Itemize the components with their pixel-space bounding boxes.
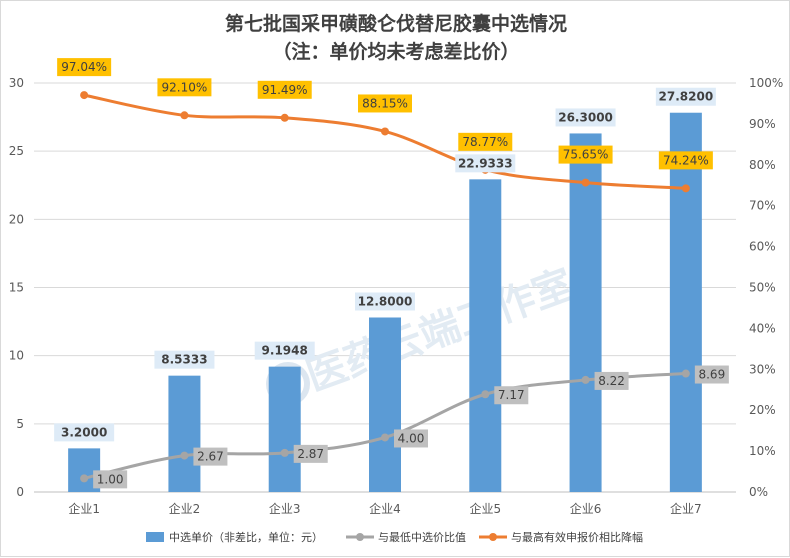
- x-tick-label: 企业6: [570, 501, 602, 516]
- y-right-tick-label: 10%: [749, 444, 776, 458]
- legend-bar-label: 中选单价（非差比，单位：元）: [169, 530, 323, 544]
- reduction-point: [381, 127, 389, 136]
- x-tick-label: 企业7: [670, 501, 702, 516]
- y-left-tick-label: 25: [9, 144, 24, 158]
- y-left-tick-label: 15: [9, 281, 24, 295]
- reduction-point: [681, 184, 690, 193]
- bar: [569, 133, 602, 492]
- bar: [268, 366, 301, 492]
- y-right-tick-label: 70%: [749, 199, 776, 213]
- chart-title: 第七批国采甲磺酸仑伐替尼胶囊中选情况: [224, 13, 567, 35]
- ratio-value-label: 4.00: [398, 431, 425, 445]
- ratio-value-label-box: [394, 429, 428, 448]
- y-right-tick-label: 90%: [749, 117, 776, 131]
- bar: [168, 375, 201, 492]
- bar-value-label: 12.8000: [358, 294, 413, 308]
- reduction-value-label-box: [358, 94, 412, 113]
- bar: [669, 112, 702, 492]
- watermark-text: 医药云端工作室: [301, 261, 580, 400]
- x-tick-label: 企业3: [269, 501, 301, 516]
- ratio-point: [280, 448, 289, 457]
- ratio-point: [381, 433, 389, 442]
- y-right-tick-label: 60%: [749, 240, 776, 254]
- reduction-value-label: 97.04%: [61, 60, 107, 74]
- y-right-tick-label: 30%: [749, 362, 776, 376]
- bar-value-label: 26.3000: [558, 110, 613, 124]
- bar-value-label-box: [154, 350, 215, 369]
- ratio-point: [180, 451, 189, 460]
- y-left-tick-label: 10: [9, 349, 24, 363]
- legend-bar-swatch: [146, 532, 164, 542]
- ratio-value-label-box: [93, 470, 128, 489]
- reduction-value-label-box: [458, 132, 513, 151]
- ratio-value-label-box: [594, 371, 629, 390]
- reduction-value-label-box: [57, 58, 112, 77]
- bar-value-label-box: [54, 423, 115, 442]
- reduction-point: [80, 91, 89, 100]
- reduction-value-label-box: [558, 145, 613, 164]
- y-left-tick-label: 20: [9, 212, 24, 226]
- legend-reduction-marker: [489, 533, 497, 541]
- ratio-value-label: 2.67: [197, 450, 224, 464]
- y-right-tick-label: 0%: [749, 485, 768, 499]
- reduction-value-label: 75.65%: [563, 148, 609, 162]
- x-tick-label: 企业4: [369, 501, 401, 516]
- reduction-value-label: 74.24%: [663, 153, 709, 167]
- reduction-point: [280, 113, 289, 122]
- reduction-point: [180, 111, 189, 120]
- reduction-value-label: 92.10%: [162, 80, 208, 94]
- y-right-tick-label: 50%: [749, 281, 776, 295]
- ratio-value-label: 8.69: [698, 368, 725, 382]
- y-right-tick-label: 100%: [749, 76, 783, 90]
- legend-ratio-label: 与最低中选价比值: [378, 531, 466, 544]
- y-left-tick-label: 5: [16, 417, 24, 431]
- y-left-tick-label: 0: [16, 485, 24, 499]
- bar-value-label: 22.9333: [458, 156, 513, 170]
- legend-reduction-label: 与最高有效申报价相比降幅: [511, 530, 643, 544]
- ratio-point: [581, 375, 590, 384]
- bar: [369, 317, 401, 492]
- x-tick-label: 企业5: [469, 501, 501, 516]
- ratio-value-label-box: [494, 386, 529, 405]
- ratio-value-label: 7.17: [498, 388, 525, 402]
- bar-value-label: 27.8200: [659, 90, 714, 104]
- ratio-point: [481, 390, 490, 399]
- reduction-value-label: 78.77%: [462, 135, 508, 149]
- ratio-value-label: 1.00: [97, 472, 124, 486]
- ratio-value-label-box: [193, 447, 228, 466]
- reduction-value-label: 88.15%: [362, 96, 408, 110]
- reduction-value-label: 91.49%: [262, 83, 308, 97]
- reduction-value-label-box: [257, 80, 312, 99]
- reduction-value-label-box: [157, 78, 212, 97]
- legend-ratio-marker: [356, 533, 364, 541]
- y-right-tick-label: 40%: [749, 321, 776, 335]
- ratio-point: [80, 474, 89, 483]
- reduction-point: [581, 178, 590, 187]
- y-right-tick-label: 20%: [749, 403, 776, 417]
- bar-value-label-box: [455, 154, 516, 173]
- ratio-value-label: 2.87: [297, 447, 324, 461]
- chart-subtitle: （注：单价均未考虑差比价）: [272, 41, 520, 63]
- bar-value-label-box: [555, 108, 616, 127]
- y-left-tick-label: 30: [9, 76, 24, 90]
- ratio-value-label: 8.22: [598, 374, 625, 388]
- bar-value-label: 9.1948: [262, 344, 308, 358]
- ratio-value-label-box: [293, 444, 328, 463]
- bar-value-label-box: [355, 292, 415, 311]
- bar: [469, 179, 502, 492]
- bar-value-label: 8.5333: [161, 353, 207, 367]
- y-right-tick-label: 80%: [749, 158, 776, 172]
- bar-value-label-box: [655, 87, 716, 106]
- x-tick-label: 企业1: [68, 501, 100, 516]
- bar-value-label: 3.2000: [61, 425, 107, 439]
- ratio-point: [681, 369, 690, 378]
- reduction-value-label-box: [658, 151, 713, 170]
- bar-value-label-box: [254, 341, 315, 360]
- x-tick-label: 企业2: [169, 501, 201, 516]
- ratio-value-label-box: [694, 365, 729, 384]
